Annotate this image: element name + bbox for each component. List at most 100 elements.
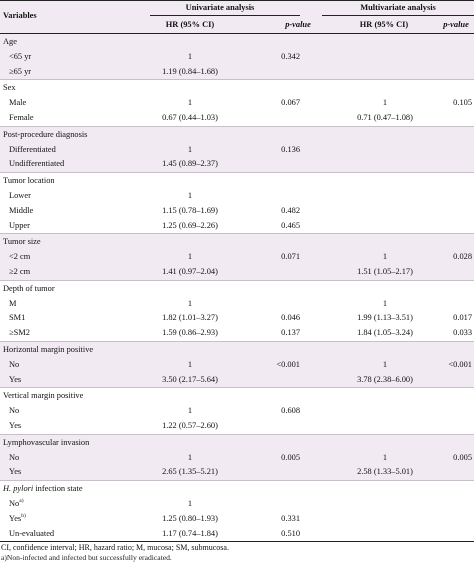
- group-title: Tumor location: [3, 176, 55, 186]
- uni-p-value: 0.482: [281, 205, 300, 215]
- row-label-text: Female: [9, 112, 34, 122]
- row-label: M: [9, 297, 16, 312]
- row-label: No: [9, 358, 19, 373]
- row-label-text: <2 cm: [9, 252, 31, 262]
- multi-p-value: 0.005: [453, 452, 472, 462]
- uni-hr-header: HR (95% CI): [165, 20, 215, 29]
- uni-hr-value: 1: [187, 51, 193, 61]
- uni-p-value: 0.005: [281, 452, 300, 462]
- multi-p-value: 0.017: [453, 313, 472, 323]
- variable-group: Tumor location Lower 1 Middle 1.15 (0.78–1.6…: [0, 172, 474, 233]
- multi-hr-value: 1: [382, 452, 388, 462]
- row-footnote-marker: b): [21, 512, 26, 519]
- group-title-row: Age: [0, 34, 474, 50]
- group-title: Horizontal margin positive: [3, 344, 94, 354]
- table-bottom-rule: [0, 541, 474, 543]
- table-row: Female 0.67 (0.44–1.03) 0.71 (0.47–1.08): [0, 111, 474, 126]
- variable-group: H. pylori infection state Noa) 1 Yesb) 1.25 …: [0, 480, 474, 541]
- row-label: Yesb): [9, 512, 26, 527]
- uni-p-value: 0.071: [281, 252, 300, 262]
- row-label-text: Lower: [9, 190, 31, 200]
- variable-group: Tumor size <2 cm 1 0.071 1 0.028 ≥2 cm 1.41 (0.…: [0, 233, 474, 280]
- variable-group: Sex Male 1 0.067 1 0.105 Female 0.67 (0.44–1.03…: [0, 79, 474, 125]
- row-label-text: M: [9, 298, 17, 308]
- multivariate-rule: [322, 15, 474, 16]
- row-label: Un-evaluated: [9, 527, 54, 542]
- row-label-text: No: [9, 498, 20, 508]
- table-row: ≥65 yr 1.19 (0.84–1.68): [0, 65, 474, 80]
- row-label: SM1: [9, 311, 25, 326]
- row-label-text: Un-evaluated: [9, 528, 55, 538]
- group-title-row: Tumor size: [0, 233, 474, 250]
- multi-hr-value: 1.84 (1.05–3.24): [357, 328, 413, 338]
- multi-hr-value: 1: [382, 98, 388, 108]
- row-label-text: Yes: [9, 513, 22, 523]
- table-row: Differentiated 1 0.136: [0, 143, 474, 158]
- table-row: No 1 <0.001 1 <0.001: [0, 358, 474, 373]
- group-title-row: Post-procedure diagnosis: [0, 125, 474, 143]
- row-label: <65 yr: [9, 50, 31, 65]
- table-row: Lower 1: [0, 189, 474, 204]
- uni-hr-value: 1.41 (0.97–2.04): [162, 266, 218, 276]
- uni-hr-value: 1.17 (0.74–1.84): [162, 528, 218, 538]
- multi-p-value: 0.105: [453, 98, 472, 108]
- group-title-italic: H. pylori: [3, 484, 34, 494]
- multi-p-header: p-value: [443, 20, 469, 29]
- multi-hr-header: HR (95% CI): [359, 20, 409, 29]
- uni-hr-value: 1: [187, 98, 193, 108]
- multi-hr-value: 0.71 (0.47–1.08): [357, 112, 413, 122]
- group-title: Depth of tumor: [3, 283, 55, 293]
- multi-p-value: <0.001: [448, 359, 472, 369]
- group-title-row: H. pylori infection state: [0, 480, 474, 497]
- row-label: Female: [9, 111, 34, 126]
- multi-p-value: 0.028: [453, 252, 472, 262]
- row-label-text: ≥2 cm: [9, 266, 31, 276]
- table-row: ≥2 cm 1.41 (0.97–2.04) 1.51 (1.05–2.17): [0, 265, 474, 280]
- row-label: Lower: [9, 189, 31, 204]
- table-row: No 1 0.005 1 0.005: [0, 451, 474, 466]
- row-label-text: ≥65 yr: [9, 66, 32, 76]
- row-label: No: [9, 404, 19, 419]
- uni-p-header: p-value: [285, 20, 311, 29]
- uni-hr-value: 3.50 (2.17–5.64): [162, 374, 218, 384]
- uni-hr-value: 1: [187, 144, 193, 154]
- group-title: Vertical margin positive: [3, 391, 84, 401]
- row-label-text: Middle: [9, 205, 34, 215]
- table-row: Yes 1.22 (0.57–2.60): [0, 419, 474, 434]
- row-label-text: No: [9, 359, 20, 369]
- row-label: Yes: [9, 419, 21, 434]
- group-title-row: Depth of tumor: [0, 279, 474, 297]
- table-row: Male 1 0.067 1 0.105: [0, 96, 474, 111]
- row-label: Male: [9, 96, 26, 111]
- row-label: Middle: [9, 204, 33, 219]
- group-title-row: Horizontal margin positive: [0, 340, 474, 358]
- univariate-rule: [150, 15, 300, 16]
- table-row: SM1 1.82 (1.01–3.27) 0.046 1.99 (1.13–3.51)…: [0, 311, 474, 326]
- table-row: <2 cm 1 0.071 1 0.028: [0, 250, 474, 265]
- uni-hr-value: 1.15 (0.78–1.69): [162, 205, 218, 215]
- variable-group: Lymphovascular invasion No 1 0.005 1 0.005 Yes…: [0, 433, 474, 481]
- group-title-row: Sex: [0, 79, 474, 96]
- row-label-text: No: [9, 452, 20, 462]
- table-row: ≥SM2 1.59 (0.86–2.93) 0.137 1.84 (1.05–3.24…: [0, 326, 474, 341]
- uni-p-value: 0.067: [281, 98, 300, 108]
- multi-hr-value: 2.58 (1.33–5.01): [357, 467, 413, 477]
- uni-hr-value: 1: [187, 406, 193, 416]
- row-label: ≥2 cm: [9, 265, 30, 280]
- uni-hr-value: 1: [187, 452, 193, 462]
- uni-hr-value: 1.22 (0.57–2.60): [162, 420, 218, 430]
- group-title-row: Lymphovascular invasion: [0, 433, 474, 451]
- uni-p-value: 0.046: [281, 313, 300, 323]
- row-label-text: Undifferentiated: [9, 159, 65, 169]
- row-label-text: Yes: [9, 374, 22, 384]
- multi-hr-value: 1.51 (1.05–2.17): [357, 266, 413, 276]
- multi-hr-value: 1: [382, 359, 388, 369]
- table-row: No 1 0.608: [0, 404, 474, 419]
- table-row: Noa) 1: [0, 497, 474, 512]
- multi-hr-value: 1.99 (1.13–3.51): [357, 313, 413, 323]
- table-row: <65 yr 1 0.342: [0, 50, 474, 65]
- multi-hr-value: 1: [382, 298, 388, 308]
- row-label: Yes: [9, 465, 21, 480]
- uni-hr-value: 1: [187, 498, 193, 508]
